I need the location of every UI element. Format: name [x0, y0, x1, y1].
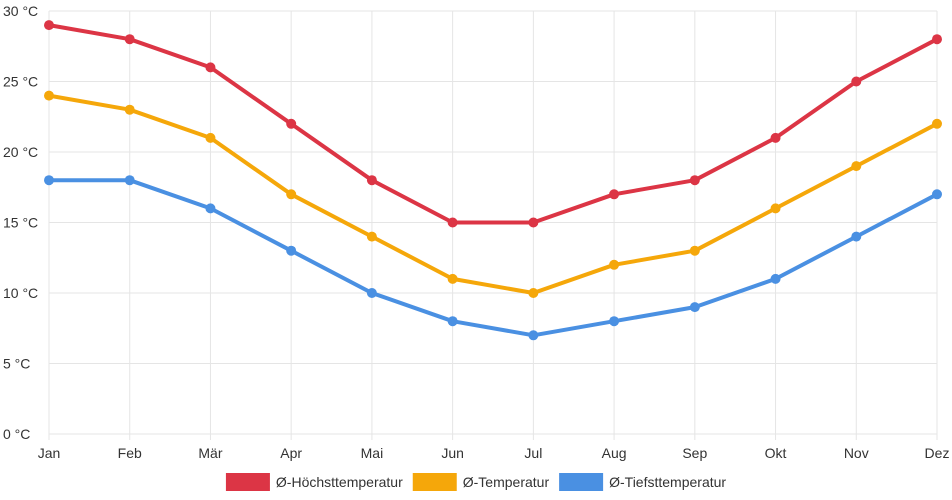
legend[interactable]: Ø-Höchsttemperatur Ø-Temperatur Ø-Tiefstte… — [225, 473, 726, 491]
legend-swatch — [225, 473, 270, 491]
y-tick-label: 30 °C — [3, 3, 38, 19]
data-point-avg[interactable] — [689, 245, 700, 256]
data-point-min[interactable] — [851, 231, 862, 242]
x-tick-label: Mai — [361, 445, 384, 461]
legend-item-min[interactable]: Ø-Tiefsttemperatur — [559, 473, 726, 491]
data-point-min[interactable] — [609, 316, 620, 327]
data-point-min[interactable] — [366, 288, 377, 298]
series-avg — [44, 90, 942, 298]
data-point-max[interactable] — [528, 217, 539, 228]
data-point-avg[interactable] — [286, 189, 297, 200]
data-point-max[interactable] — [770, 132, 781, 143]
data-point-max[interactable] — [124, 34, 135, 45]
data-point-min[interactable] — [124, 175, 135, 186]
legend-label: Ø-Temperatur — [463, 474, 550, 490]
x-tick-label: Sep — [682, 445, 707, 461]
data-point-max[interactable] — [689, 175, 700, 186]
data-point-min[interactable] — [528, 330, 539, 341]
series-min — [44, 175, 942, 341]
x-tick-label: Okt — [765, 445, 787, 461]
data-point-max[interactable] — [851, 76, 862, 87]
data-point-max[interactable] — [44, 20, 54, 31]
data-point-avg[interactable] — [205, 132, 216, 143]
data-point-avg[interactable] — [447, 273, 458, 284]
legend-item-avg[interactable]: Ø-Temperatur — [412, 473, 550, 491]
data-point-min[interactable] — [770, 273, 781, 284]
data-point-avg[interactable] — [44, 90, 54, 101]
data-point-max[interactable] — [205, 62, 216, 73]
axes: 0 °C 5 °C 10 °C 15 °C 20 °C 25 °C 30 °C Jan Feb M… — [3, 3, 949, 461]
data-point-avg[interactable] — [770, 203, 781, 214]
y-tick-label: 0 °C — [3, 426, 30, 442]
data-point-max[interactable] — [447, 217, 458, 228]
data-point-max[interactable] — [609, 189, 620, 200]
series-line-avg — [47, 93, 939, 295]
x-tick-label: Dez — [925, 445, 950, 461]
data-point-min[interactable] — [205, 203, 216, 214]
x-tick-label: Aug — [602, 445, 627, 461]
y-tick-label: 20 °C — [3, 144, 38, 160]
x-tick-label: Jan — [38, 445, 61, 461]
legend-item-max[interactable]: Ø-Höchsttemperatur — [225, 473, 403, 491]
data-point-min[interactable] — [932, 189, 942, 200]
legend-swatch — [559, 473, 604, 491]
data-point-avg[interactable] — [609, 259, 620, 270]
data-point-avg[interactable] — [851, 161, 862, 172]
data-point-min[interactable] — [689, 302, 700, 313]
grid — [48, 10, 938, 440]
data-point-max[interactable] — [932, 34, 942, 45]
x-tick-label: Jun — [441, 445, 464, 461]
data-point-min[interactable] — [286, 245, 297, 256]
y-tick-label: 15 °C — [3, 215, 38, 231]
series-line-min — [47, 178, 939, 338]
series-line-max — [47, 23, 939, 225]
legend-label: Ø-Tiefsttemperatur — [609, 474, 726, 490]
data-point-max[interactable] — [286, 118, 297, 129]
legend-label: Ø-Höchsttemperatur — [276, 474, 403, 490]
y-tick-label: 25 °C — [3, 74, 38, 90]
x-tick-label: Mär — [198, 445, 222, 461]
x-tick-label: Apr — [280, 445, 302, 461]
series-lines — [44, 20, 942, 341]
data-point-avg[interactable] — [124, 104, 135, 115]
legend-swatch — [412, 473, 457, 491]
y-tick-label: 10 °C — [3, 285, 38, 301]
data-point-min[interactable] — [447, 316, 458, 327]
data-point-avg[interactable] — [528, 288, 539, 298]
data-point-max[interactable] — [366, 175, 377, 186]
series-max — [44, 20, 942, 228]
data-point-avg[interactable] — [366, 231, 377, 242]
data-point-min[interactable] — [44, 175, 54, 186]
x-tick-label: Nov — [844, 445, 869, 461]
data-point-avg[interactable] — [932, 118, 942, 129]
x-tick-label: Feb — [118, 445, 142, 461]
y-tick-label: 5 °C — [3, 356, 30, 372]
x-tick-label: Jul — [524, 445, 542, 461]
